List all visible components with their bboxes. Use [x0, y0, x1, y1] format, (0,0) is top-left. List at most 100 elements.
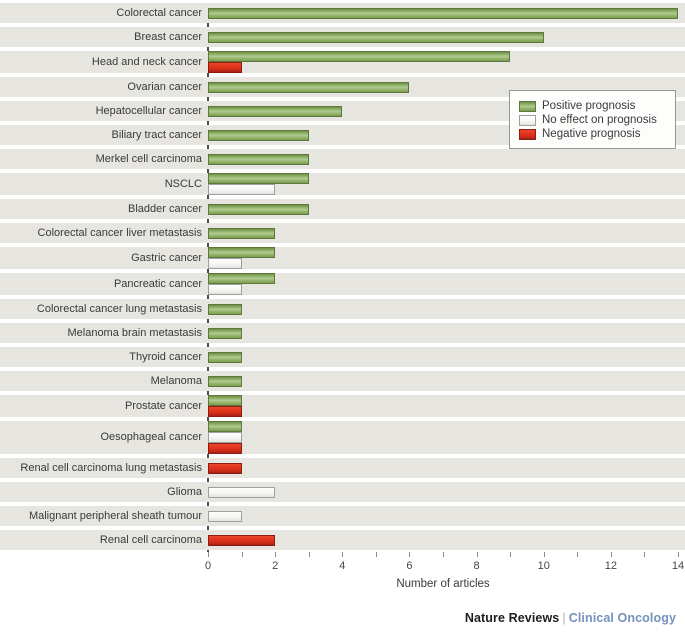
bar-track: [208, 7, 678, 19]
bar-positive: [208, 375, 242, 387]
legend-entry-positive: Positive prognosis: [519, 100, 666, 112]
category-label: Bladder cancer: [128, 202, 202, 215]
bar-positive: [208, 227, 276, 239]
bar-no_effect: [208, 284, 242, 295]
bar-track: [208, 395, 678, 417]
bar-track: [208, 351, 678, 363]
legend-swatch-negative-icon: [519, 128, 536, 140]
chart-row: Oesophageal cancer: [0, 421, 685, 454]
x-axis-minor-tick: [510, 552, 512, 557]
x-axis: 0 2 4 6 8 10 12 14: [0, 552, 685, 578]
footer-separator: |: [562, 611, 566, 625]
bar-no_effect: [208, 510, 242, 522]
category-label: Renal cell carcinoma: [99, 533, 202, 546]
chart-row: Gastric cancer: [0, 247, 685, 269]
category-label: Biliary tract cancer: [111, 128, 202, 141]
x-axis-major-tick: [476, 552, 478, 557]
bar-track: [208, 153, 678, 165]
bar-no_effect: [208, 184, 276, 195]
bar-no_effect: [208, 486, 276, 498]
bar-no_effect: [208, 432, 242, 443]
bar-track: [208, 510, 678, 522]
category-label: Colorectal cancer lung metastasis: [36, 302, 202, 315]
bar-track: [208, 327, 678, 339]
category-label: Hepatocellular cancer: [95, 104, 202, 117]
legend: Positive prognosis No effect on prognosis…: [509, 90, 676, 149]
bar-track: [208, 203, 678, 215]
category-label: Colorectal cancer: [116, 6, 202, 19]
x-axis-tick-label: 14: [671, 560, 685, 572]
x-axis-minor-tick: [644, 552, 646, 557]
legend-label: No effect on prognosis: [542, 114, 657, 126]
category-label: Renal cell carcinoma lung metastasis: [20, 461, 202, 474]
legend-entry-negative: Negative prognosis: [519, 128, 666, 140]
bar-positive: [208, 7, 678, 19]
chart-row: Breast cancer: [0, 27, 685, 47]
bar-negative: [208, 462, 242, 474]
bar-positive: [208, 129, 309, 141]
bar-negative: [208, 62, 242, 73]
bar-negative: [208, 406, 242, 417]
bar-track: [208, 81, 678, 93]
x-axis-major-tick: [409, 552, 411, 557]
bar-positive: [208, 31, 544, 43]
bar-track: [208, 227, 678, 239]
bar-track: [208, 173, 678, 195]
x-axis-label: Number of articles: [396, 578, 490, 590]
bar-track: [208, 303, 678, 315]
category-label: NSCLC: [164, 177, 202, 190]
category-label: Thyroid cancer: [129, 350, 202, 363]
chart-rows: Colorectal cancer Breast cancer Head and n…: [0, 3, 685, 554]
legend-swatch-positive-icon: [519, 100, 536, 112]
chart-row: Thyroid cancer: [0, 347, 685, 367]
x-axis-minor-tick: [577, 552, 579, 557]
x-axis-minor-tick: [443, 552, 444, 557]
category-label: Colorectal cancer liver metastasis: [37, 226, 202, 239]
bar-negative: [208, 443, 242, 454]
x-axis-major-tick: [610, 552, 612, 557]
bar-positive: [208, 203, 309, 215]
category-label: Malignant peripheral sheath tumour: [28, 509, 202, 522]
chart-row: Colorectal cancer: [0, 3, 685, 23]
legend-swatch-no_effect-icon: [519, 114, 536, 126]
bar-track: [208, 247, 678, 269]
category-label: Pancreatic cancer: [113, 277, 202, 290]
bar-track: [208, 462, 678, 474]
x-axis-tick-label: 4: [339, 560, 346, 572]
bar-positive: [208, 303, 242, 315]
footer-journal: Clinical Oncology: [568, 611, 676, 625]
chart-row: NSCLC: [0, 173, 685, 195]
bar-track: [208, 534, 678, 546]
category-label: Glioma: [167, 485, 202, 498]
category-label: Ovarian cancer: [127, 80, 202, 93]
bar-track: [208, 105, 678, 117]
chart-row: Malignant peripheral sheath tumour: [0, 506, 685, 526]
bar-track: [208, 51, 678, 73]
category-label: Oesophageal cancer: [100, 431, 202, 444]
bar-track: [208, 486, 678, 498]
category-label: Melanoma: [150, 374, 202, 387]
chart-row: Colorectal cancer lung metastasis: [0, 299, 685, 319]
chart-row: Melanoma brain metastasis: [0, 323, 685, 343]
bar-positive: [208, 51, 511, 62]
category-label: Prostate cancer: [124, 399, 202, 412]
bar-positive: [208, 327, 242, 339]
bar-positive: [208, 395, 242, 406]
bar-negative: [208, 534, 276, 546]
x-axis-minor-tick: [308, 552, 310, 557]
x-axis-tick-label: 6: [406, 560, 413, 572]
bar-positive: [208, 105, 343, 117]
chart-row: Bladder cancer: [0, 199, 685, 219]
bar-positive: [208, 273, 276, 284]
bar-track: [208, 273, 678, 295]
x-axis-tick-label: 2: [272, 560, 279, 572]
chart-row: Head and neck cancer: [0, 51, 685, 73]
x-axis-major-tick: [543, 552, 545, 557]
legend-label: Positive prognosis: [542, 100, 636, 112]
bar-positive: [208, 153, 309, 165]
legend-label: Negative prognosis: [542, 128, 641, 140]
x-axis-minor-tick: [375, 552, 377, 557]
bar-track: [208, 129, 678, 141]
x-axis-major-tick: [275, 552, 277, 557]
